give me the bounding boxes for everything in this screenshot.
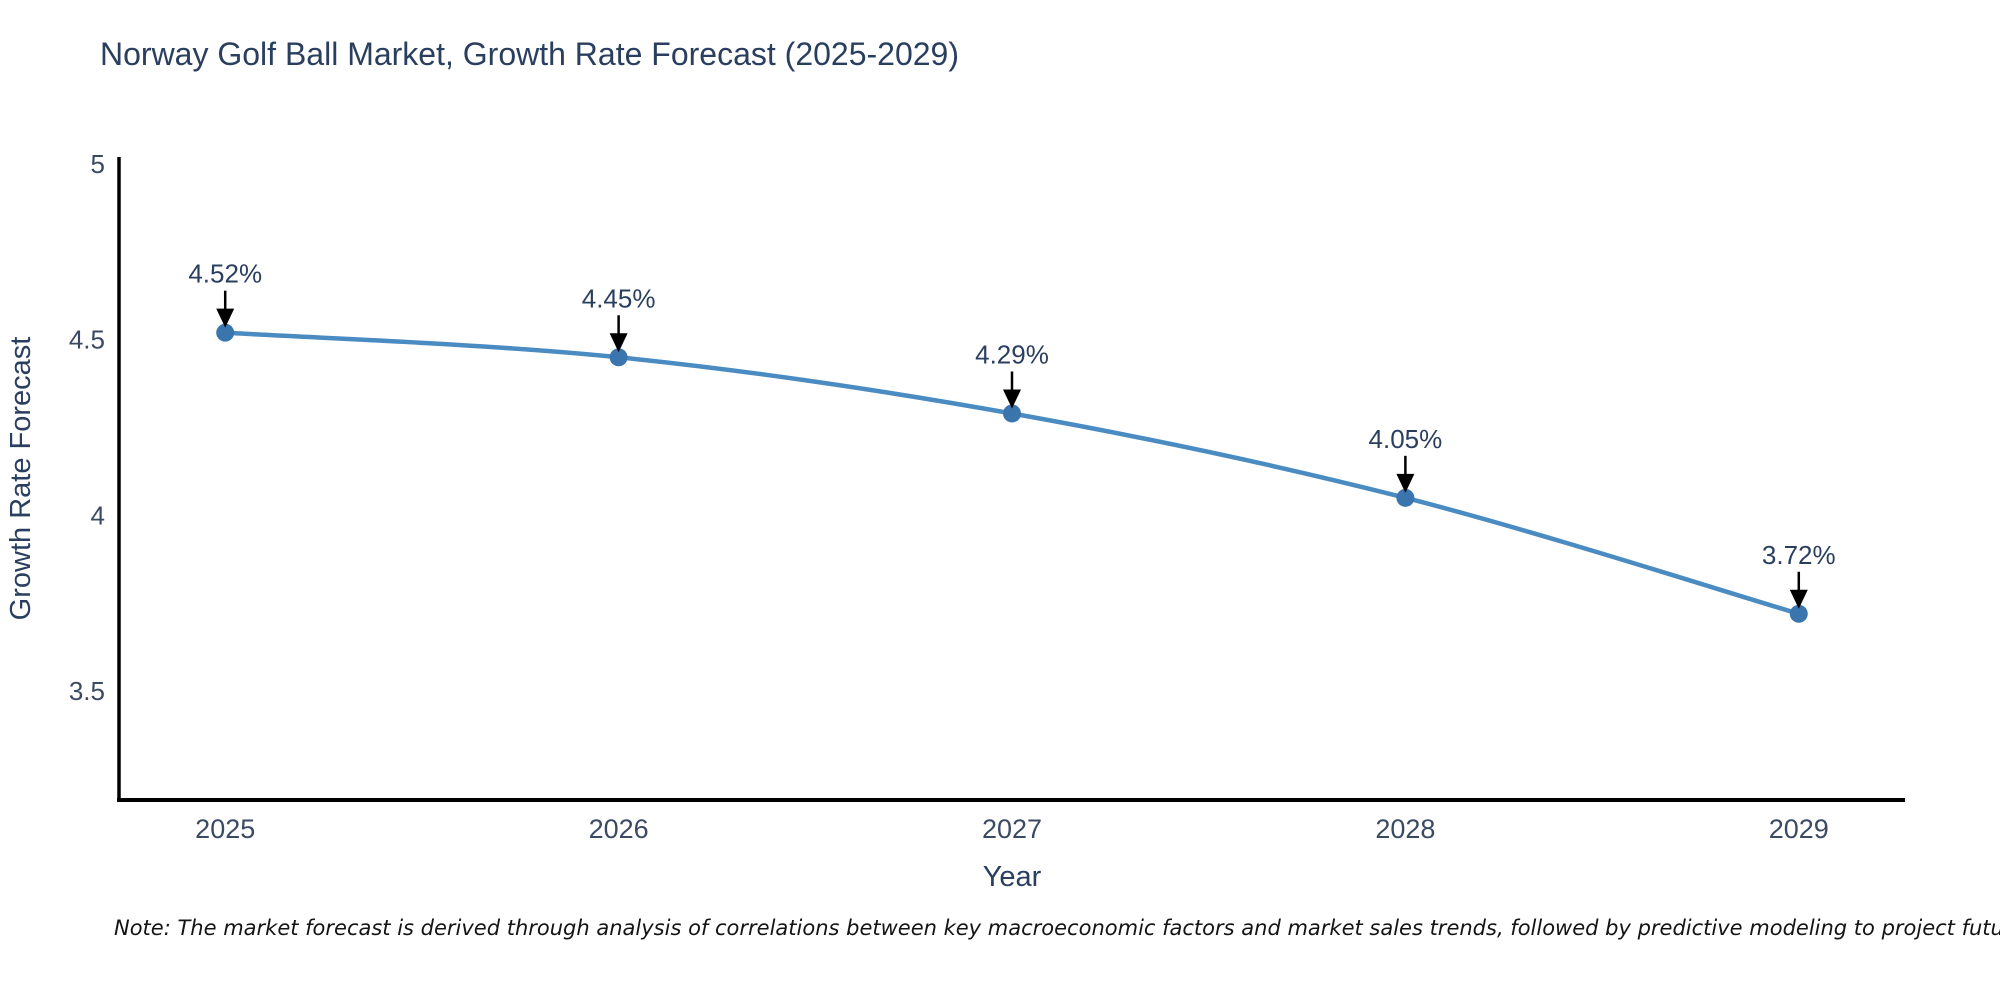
x-tick-label: 2026 <box>589 814 649 844</box>
x-tick-label: 2029 <box>1769 814 1829 844</box>
data-point-marker <box>609 348 628 367</box>
data-point-label: 4.05% <box>1369 424 1443 454</box>
y-axis-title: Growth Rate Forecast <box>5 337 37 621</box>
x-tick-label: 2028 <box>1375 814 1435 844</box>
annotation-arrow-head <box>609 333 628 353</box>
chart-title: Norway Golf Ball Market, Growth Rate For… <box>100 36 959 72</box>
data-point-label: 4.29% <box>975 339 1049 369</box>
y-tick-label: 4 <box>91 500 105 530</box>
data-point-label: 4.52% <box>188 259 262 289</box>
data-point-marker <box>1003 404 1021 423</box>
y-tick-label: 5 <box>91 149 105 179</box>
x-axis-title: Year <box>983 861 1042 893</box>
x-tick-label: 2025 <box>195 814 255 844</box>
footnote-text: Note: The market forecast is derived thr… <box>114 916 2000 940</box>
x-tick-label: 2027 <box>982 814 1042 844</box>
annotation-arrow-head <box>1789 589 1808 609</box>
y-tick-label: 4.5 <box>69 325 105 355</box>
data-point-label: 3.72% <box>1762 540 1836 570</box>
annotation-arrow-head <box>1396 473 1415 493</box>
data-point-label: 4.45% <box>582 283 656 313</box>
annotation-arrow-head <box>1003 389 1021 409</box>
y-tick-label: 3.5 <box>69 676 105 706</box>
annotation-arrow-head <box>216 308 235 328</box>
data-point-marker <box>216 323 235 342</box>
data-point-marker <box>1396 488 1415 507</box>
data-point-marker <box>1789 604 1808 623</box>
